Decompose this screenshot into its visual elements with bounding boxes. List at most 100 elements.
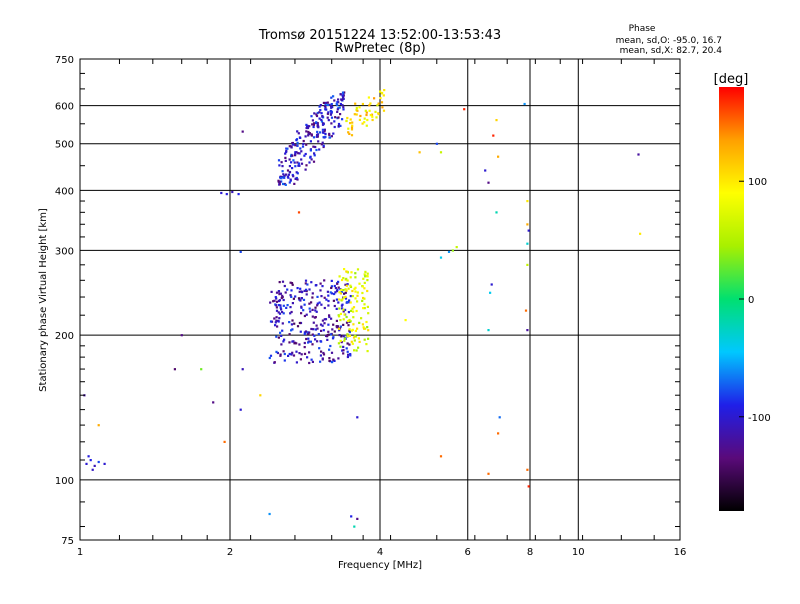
data-point (341, 118, 344, 121)
data-point (348, 320, 351, 323)
data-point (298, 343, 301, 346)
data-point (280, 334, 283, 337)
data-point (319, 131, 322, 134)
data-point (487, 181, 490, 184)
data-point (371, 118, 374, 122)
data-point (282, 350, 285, 353)
data-point (295, 361, 298, 364)
data-point (356, 327, 359, 330)
data-point (297, 297, 301, 300)
data-point (290, 145, 293, 148)
data-point (280, 161, 283, 164)
data-point (351, 328, 354, 331)
data-point (294, 154, 297, 157)
data-point (359, 114, 362, 118)
data-point (344, 291, 347, 294)
data-point (362, 307, 365, 310)
data-point (103, 462, 106, 465)
data-point (303, 303, 306, 306)
data-point (295, 350, 298, 353)
data-point (306, 356, 309, 359)
data-point (328, 348, 331, 351)
colorbar-label: [deg] (714, 72, 749, 87)
data-point (353, 339, 356, 342)
data-point (319, 104, 322, 107)
data-point (317, 140, 320, 143)
data-point (342, 96, 345, 99)
data-point (523, 102, 526, 106)
data-point (526, 468, 529, 471)
data-point (318, 117, 321, 120)
data-point (357, 346, 360, 349)
data-point (337, 301, 340, 304)
data-point (361, 291, 364, 295)
data-point (367, 96, 370, 99)
data-point (326, 338, 329, 341)
data-point (309, 148, 312, 151)
data-point (295, 342, 298, 345)
data-point (311, 333, 314, 336)
data-point (327, 119, 330, 122)
data-point (315, 284, 318, 287)
data-point (363, 281, 366, 284)
data-point (297, 162, 301, 165)
data-point (291, 302, 294, 305)
data-point (296, 144, 299, 147)
data-point (285, 173, 288, 176)
data-point (342, 352, 345, 355)
data-point (341, 91, 345, 94)
data-point (342, 97, 345, 100)
data-point (290, 329, 293, 332)
data-point (277, 179, 280, 182)
data-point (347, 311, 350, 314)
data-point (302, 298, 306, 301)
data-point (348, 334, 351, 337)
data-point (300, 150, 303, 153)
data-point (310, 115, 313, 118)
data-point (326, 116, 329, 119)
data-point (306, 126, 310, 130)
data-point (329, 291, 332, 294)
data-point (308, 288, 311, 291)
stats-x-line: mean, sd,X: 82.7, 20.4 (620, 46, 723, 56)
data-point (275, 335, 278, 338)
data-point (330, 351, 334, 354)
data-point (303, 289, 306, 292)
data-point (300, 297, 303, 300)
data-point (323, 130, 326, 133)
data-point (312, 321, 315, 324)
data-point (272, 300, 275, 303)
data-point (361, 122, 364, 125)
data-point (342, 349, 345, 352)
data-point (338, 106, 341, 109)
data-point (349, 118, 352, 121)
data-point (351, 124, 354, 127)
data-point (358, 282, 361, 285)
data-point (350, 340, 353, 343)
data-point (350, 271, 353, 274)
data-point (323, 296, 326, 299)
data-point (319, 282, 322, 285)
data-point (281, 165, 284, 168)
data-point (314, 309, 317, 312)
data-point (284, 159, 287, 162)
data-point (327, 333, 330, 336)
data-point (173, 368, 176, 371)
data-point (293, 342, 296, 345)
data-point (435, 142, 438, 145)
data-point (382, 94, 385, 97)
data-point (334, 116, 337, 119)
data-point (342, 318, 345, 321)
data-point (351, 342, 354, 345)
data-point (283, 174, 286, 177)
data-point (364, 109, 367, 112)
data-point (343, 313, 346, 316)
data-point (278, 183, 281, 186)
data-point (373, 97, 376, 100)
x-tick-label: 16 (674, 547, 687, 558)
data-point (325, 108, 328, 111)
data-point (363, 287, 366, 290)
data-point (315, 121, 318, 124)
data-point (312, 328, 315, 331)
data-point (285, 306, 288, 309)
